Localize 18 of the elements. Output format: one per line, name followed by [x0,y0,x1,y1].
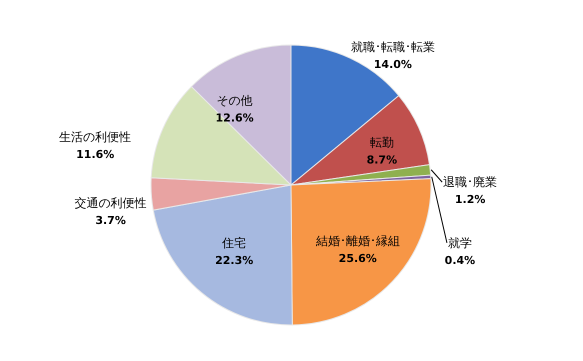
slice-label: 生活の利便性 [59,130,132,144]
data-label: 12.6% [216,112,254,125]
data-label: 0.4% [444,254,476,267]
slice-label: 住宅 [221,236,246,250]
data-label: 14.0% [374,58,412,72]
data-label: 22.3% [215,254,254,267]
data-label: 3.7% [95,214,126,228]
slice-label: 結婚･離婚･縁組 [314,234,400,248]
data-label: 8.7% [366,153,398,166]
slice-label: 転勤 [370,135,394,150]
slice-label: 就職･転職･転業 [350,40,435,54]
slice-label: その他 [216,94,253,108]
slice-label: 退職･廃業 [443,175,498,190]
slice-label: 就学 [448,236,472,250]
slice-label: 交通の利便性 [74,196,147,210]
data-label: 11.6% [76,148,114,162]
data-label: 1.2% [454,193,486,206]
data-label: 25.6% [338,252,377,265]
